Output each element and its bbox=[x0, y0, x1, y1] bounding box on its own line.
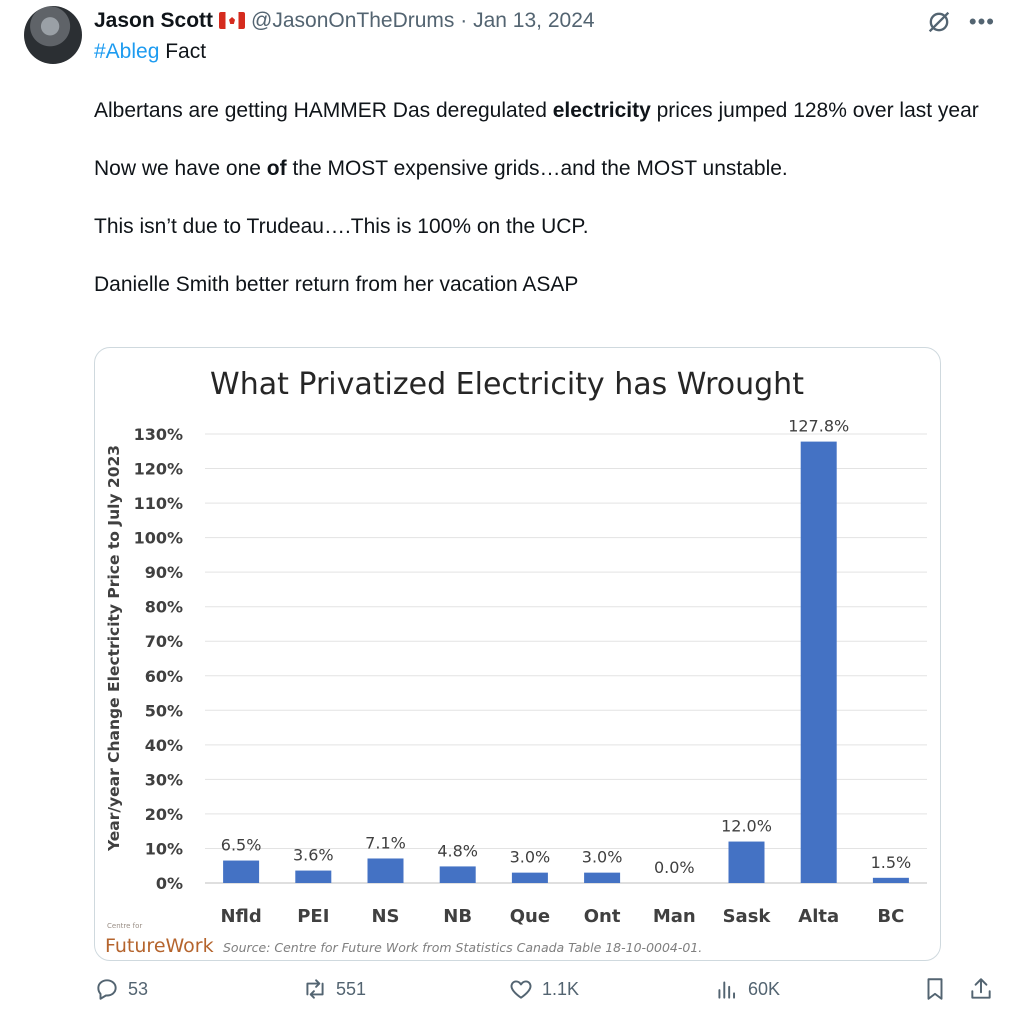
reply-count: 53 bbox=[128, 978, 149, 999]
logo-small-text: Centre for bbox=[107, 922, 142, 930]
grok-icon[interactable] bbox=[925, 8, 953, 36]
bar-ns bbox=[367, 858, 404, 883]
media-card[interactable]: What Privatized Electricity has Wrought … bbox=[94, 347, 941, 961]
y-tick-label: 130% bbox=[134, 425, 183, 444]
data-label: 3.0% bbox=[510, 848, 551, 867]
bar-ont bbox=[584, 872, 621, 883]
data-label: 6.5% bbox=[221, 836, 262, 855]
x-tick-label: PEI bbox=[297, 906, 329, 927]
reply-icon bbox=[97, 979, 117, 1000]
bar-nfld bbox=[223, 860, 260, 883]
x-tick-label: Ont bbox=[584, 906, 621, 927]
repost-button[interactable]: 551 bbox=[302, 976, 366, 1002]
y-tick-label: 30% bbox=[145, 770, 183, 789]
heart-icon bbox=[510, 980, 532, 999]
data-label: 1.5% bbox=[871, 853, 912, 872]
hashtag-link[interactable]: #Ableg bbox=[94, 40, 160, 63]
like-count: 1.1K bbox=[542, 978, 580, 999]
data-label: 0.0% bbox=[654, 858, 695, 877]
bar-nb bbox=[439, 866, 476, 883]
author-name[interactable]: Jason Scott bbox=[94, 9, 214, 32]
x-tick-label: Nfld bbox=[220, 906, 261, 927]
y-tick-label: 10% bbox=[145, 839, 183, 858]
tweet-actions: 53 551 1.1K 60K bbox=[94, 976, 994, 1012]
tweet-paragraph-4: Danielle Smith better return from her va… bbox=[94, 273, 579, 296]
canada-flag-icon bbox=[219, 12, 246, 29]
y-tick-label: 100% bbox=[134, 529, 183, 548]
author-handle[interactable]: @JasonOnTheDrums bbox=[251, 9, 455, 32]
share-icon bbox=[971, 978, 991, 999]
tweet-text: Albertans are getting HAMMER Das deregul… bbox=[94, 96, 994, 328]
views-button[interactable]: 60K bbox=[714, 976, 780, 1002]
x-tick-label: Alta bbox=[798, 906, 839, 927]
tweet-paragraph-3: This isn’t due to Trudeau….This is 100% … bbox=[94, 215, 589, 238]
x-tick-label: Sask bbox=[723, 906, 772, 927]
data-label: 12.0% bbox=[721, 817, 772, 836]
bar-chart: What Privatized Electricity has Wrought … bbox=[105, 367, 927, 957]
data-label: 3.0% bbox=[582, 848, 623, 867]
y-tick-label: 110% bbox=[134, 494, 183, 513]
tweet-header: Jason Scott @JasonOnTheDrums · Jan 13, 20… bbox=[94, 8, 595, 34]
data-label: 7.1% bbox=[365, 833, 406, 852]
text-segment: the MOST expensive grids…and the MOST un… bbox=[286, 157, 788, 180]
reply-button[interactable]: 53 bbox=[94, 976, 148, 1002]
chart-title: What Privatized Electricity has Wrought bbox=[210, 367, 804, 402]
tweet-paragraph-2: Now we have one of the MOST expensive gr… bbox=[94, 154, 994, 183]
centre-for-future-work-logo: FutureWork bbox=[105, 935, 214, 957]
text-segment: Now we have one bbox=[94, 157, 267, 180]
share-button[interactable] bbox=[968, 976, 994, 1002]
tweet-date[interactable]: Jan 13, 2024 bbox=[473, 9, 595, 32]
bar-que bbox=[511, 872, 548, 883]
repost-icon bbox=[306, 979, 324, 999]
view-count: 60K bbox=[748, 978, 781, 999]
chart-bars bbox=[223, 441, 909, 883]
chart-y-axis-label: Year/year Change Electricity Price to Ju… bbox=[105, 445, 123, 852]
y-tick-label: 50% bbox=[145, 701, 183, 720]
bar-alta bbox=[800, 441, 837, 883]
chart-y-ticks: 0% 10% 20% 30% 40% 50% 60% 70% 80% 90% 100% 110% 120… bbox=[134, 425, 183, 893]
x-tick-label: Que bbox=[510, 906, 550, 927]
y-tick-label: 90% bbox=[145, 563, 183, 582]
repost-count: 551 bbox=[336, 978, 367, 999]
bar-pei bbox=[295, 870, 332, 883]
hashtag-suffix: Fact bbox=[159, 40, 207, 63]
x-tick-label: Man bbox=[653, 906, 696, 927]
y-tick-label: 40% bbox=[145, 736, 183, 755]
chart-source-note: Source: Centre for Future Work from Stat… bbox=[223, 940, 702, 955]
chart-data-labels: 6.5% 3.6% 7.1% 4.8% 3.0% 3.0% 0.0% 12.0% 127.8% 1… bbox=[221, 417, 911, 877]
text-segment: Albertans are getting HAMMER Das deregul… bbox=[94, 99, 553, 122]
text-bold-segment: electricity bbox=[552, 99, 651, 122]
author-avatar[interactable] bbox=[24, 6, 82, 64]
text-segment: prices jumped 128% over last year bbox=[650, 99, 979, 122]
top-right-icons: ••• bbox=[925, 8, 995, 36]
header-separator: · bbox=[460, 9, 468, 32]
bar-bc bbox=[872, 877, 909, 883]
like-button[interactable]: 1.1K bbox=[508, 976, 579, 1002]
tweet-paragraph-1: Albertans are getting HAMMER Das deregul… bbox=[94, 96, 994, 125]
y-tick-label: 20% bbox=[145, 805, 183, 824]
x-tick-label: NS bbox=[371, 906, 399, 927]
bookmark-button[interactable] bbox=[922, 976, 948, 1002]
x-tick-label: BC bbox=[877, 906, 904, 927]
y-tick-label: 120% bbox=[134, 460, 183, 479]
data-label: 127.8% bbox=[788, 417, 849, 436]
y-tick-label: 0% bbox=[156, 874, 183, 893]
text-bold-segment: of bbox=[266, 157, 287, 180]
more-icon[interactable]: ••• bbox=[968, 9, 995, 34]
bookmark-icon bbox=[927, 978, 943, 1000]
data-label: 4.8% bbox=[437, 841, 478, 860]
x-tick-label: NB bbox=[443, 906, 472, 927]
hashtag-line: #Ableg Fact bbox=[94, 40, 206, 64]
y-tick-label: 60% bbox=[145, 667, 183, 686]
views-icon bbox=[718, 981, 736, 999]
bar-sask bbox=[728, 841, 765, 883]
data-label: 3.6% bbox=[293, 846, 334, 865]
y-tick-label: 70% bbox=[145, 632, 183, 651]
chart-x-ticks: Nfld PEI NS NB Que Ont Man Sask Alta BC bbox=[220, 906, 904, 927]
y-tick-label: 80% bbox=[145, 598, 183, 617]
